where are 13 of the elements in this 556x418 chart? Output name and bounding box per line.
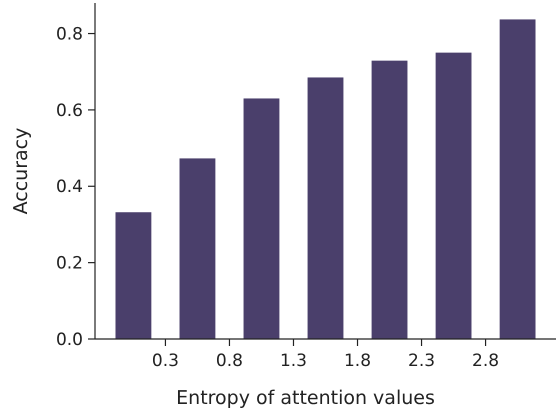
x-tick-label: 1.8 [344,351,372,371]
y-tick-label: 0.2 [56,254,83,274]
y-tick-label: 0.8 [56,24,83,44]
y-axis-title: Accuracy [10,128,32,214]
x-tick-label: 2.3 [408,351,436,371]
x-tick-label: 2.8 [472,351,500,371]
x-axis-title: Entropy of attention values [176,387,435,409]
y-tick-label: 0.0 [56,330,83,350]
y-tick-label: 0.4 [56,177,83,198]
y-tick-label: 0.6 [56,100,83,121]
x-tick-label: 0.8 [216,351,243,371]
x-tick-label: 1.3 [280,351,308,371]
x-tick-label: 0.3 [152,351,179,371]
